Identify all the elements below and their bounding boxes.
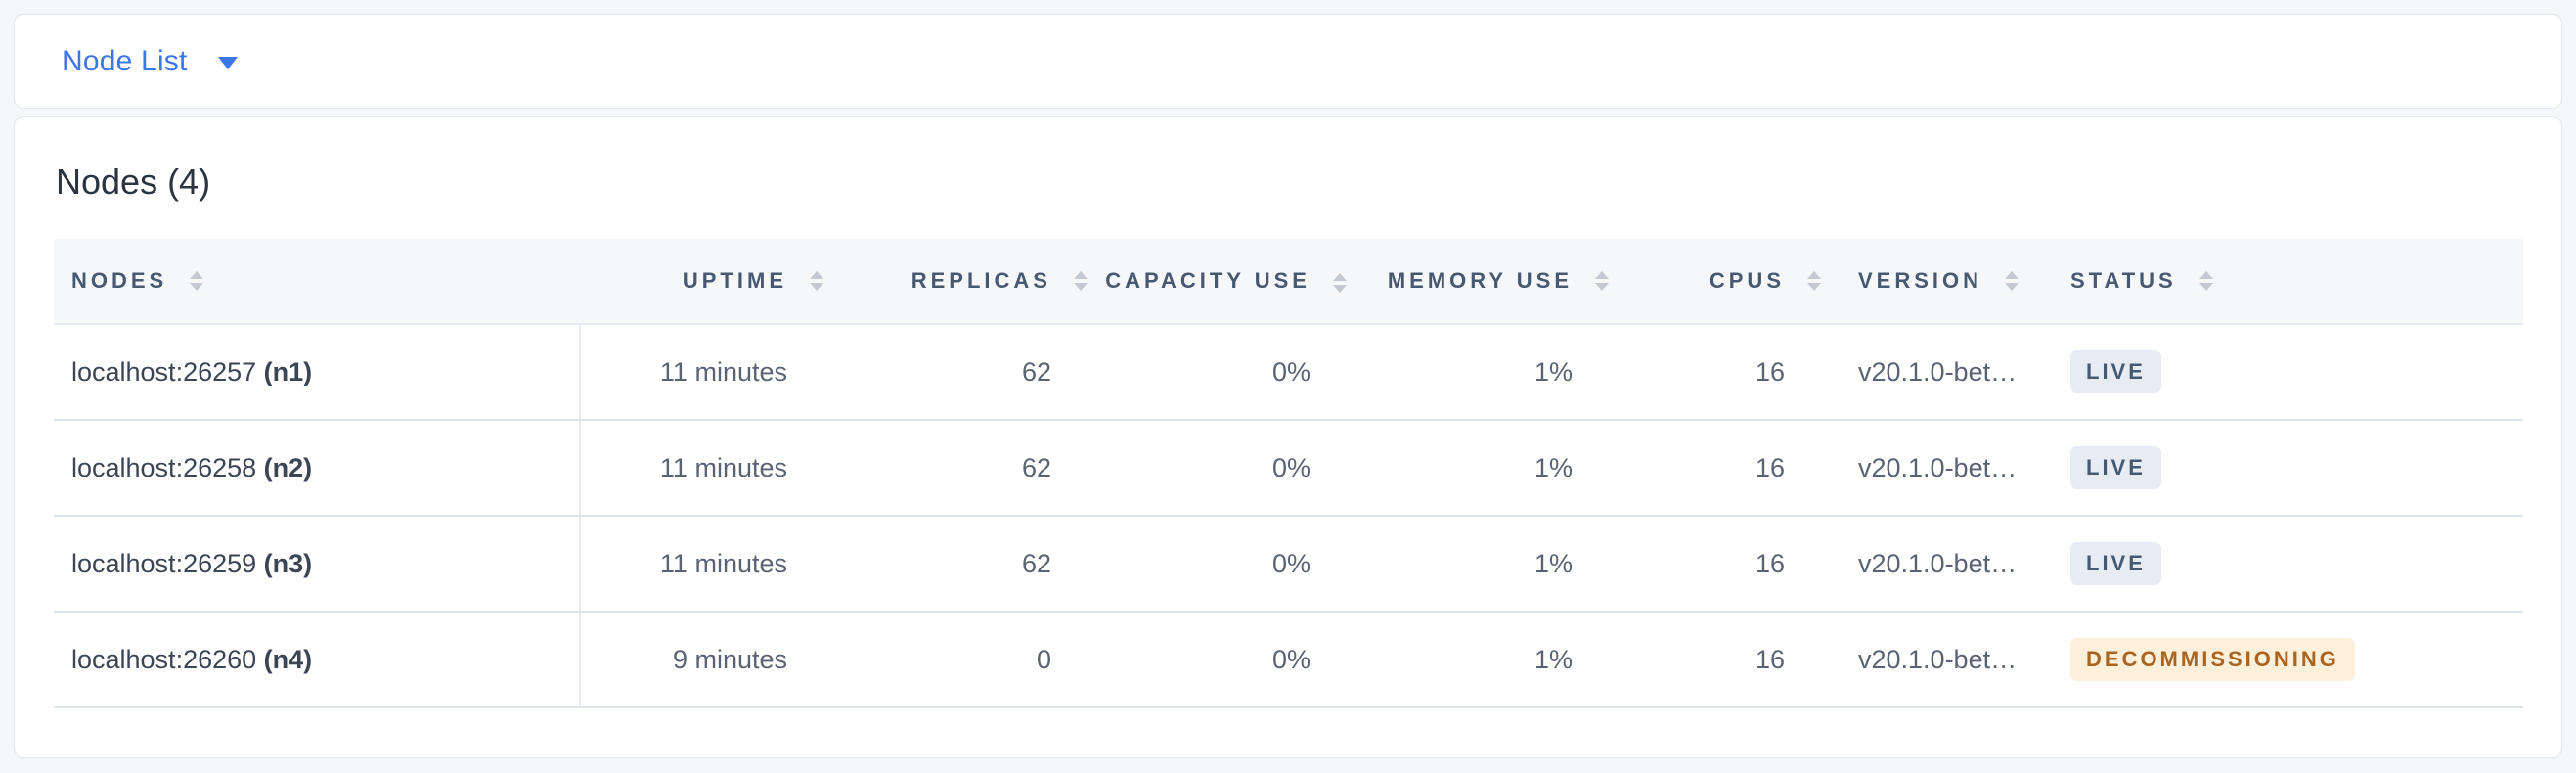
replicas-cell: 62 (824, 420, 1088, 517)
status-cell: LIVE (2032, 324, 2523, 421)
column-header-nodes[interactable]: NODES (54, 239, 580, 325)
nodes-table: NODES UPTIME REPLICAS CAPACITY USE MEMORY US… (54, 239, 2523, 708)
sort-icon (2198, 271, 2213, 291)
node-list-dropdown[interactable]: Node List (62, 45, 239, 78)
cpus-cell: 16 (1610, 612, 1822, 708)
node-id: (n3) (263, 548, 313, 578)
cpus-cell: 16 (1610, 516, 1822, 613)
memory-use-cell: 1% (1348, 516, 1610, 613)
status-cell: LIVE (2032, 420, 2523, 517)
capacity-use-cell: 0% (1088, 420, 1348, 517)
column-header-label: CPUS (1709, 268, 1785, 293)
sort-icon (1595, 271, 1609, 291)
memory-use-cell: 1% (1348, 612, 1610, 708)
status-badge: DECOMMISSIONING (2070, 638, 2355, 681)
node-address: localhost:26259 (71, 548, 257, 578)
uptime-cell: 11 minutes (580, 324, 824, 421)
column-header-label: REPLICAS (910, 268, 1051, 293)
status-badge: LIVE (2070, 350, 2161, 393)
column-header-replicas[interactable]: REPLICAS (824, 239, 1088, 325)
node-name-cell: localhost:26260 (n4) (54, 612, 581, 708)
memory-use-cell: 1% (1348, 420, 1610, 517)
table-body: localhost:26257 (n1) 11 minutes 62 0% 1% 16 v2… (54, 324, 2523, 708)
node-address: localhost:26258 (71, 452, 257, 482)
sort-icon (810, 271, 823, 291)
column-header-capacity[interactable]: CAPACITY USE (1088, 239, 1348, 325)
sort-icon (1074, 271, 1088, 291)
node-row[interactable]: localhost:26257 (n1) 11 minutes 62 0% 1% 16 v2… (54, 324, 2523, 421)
status-cell: LIVE (2032, 516, 2523, 613)
replicas-cell: 62 (824, 324, 1088, 421)
memory-use-cell: 1% (1348, 324, 1610, 421)
table-header-row: NODES UPTIME REPLICAS CAPACITY USE MEMORY US… (54, 239, 2523, 325)
chevron-down-icon (217, 57, 238, 69)
node-id: (n2) (263, 452, 313, 482)
node-row[interactable]: localhost:26259 (n3) 11 minutes 62 0% 1% 16 v2… (54, 516, 2523, 613)
node-id: (n4) (263, 644, 313, 674)
node-name-cell: localhost:26257 (n1) (54, 324, 581, 421)
view-selector-bar: Node List (14, 14, 2562, 109)
version-cell: v20.1.0-bet… (1822, 324, 2032, 421)
column-header-label: MEMORY USE (1387, 268, 1573, 293)
column-header-label: CAPACITY USE (1105, 268, 1310, 293)
sort-icon (1807, 271, 1821, 291)
version-cell: v20.1.0-bet… (1822, 420, 2032, 517)
replicas-cell: 0 (824, 612, 1088, 708)
sort-icon (1333, 273, 1347, 293)
status-badge: LIVE (2070, 446, 2161, 489)
node-address: localhost:26260 (71, 644, 257, 674)
status-cell: DECOMMISSIONING (2032, 612, 2523, 708)
sort-icon (2005, 271, 2020, 291)
column-header-label: VERSION (1858, 268, 1983, 293)
column-header-cpus[interactable]: CPUS (1610, 239, 1822, 325)
cpus-cell: 16 (1610, 420, 1822, 517)
replicas-cell: 62 (824, 516, 1088, 613)
column-header-status[interactable]: STATUS (2032, 239, 2523, 325)
column-header-label: NODES (71, 268, 168, 293)
node-row[interactable]: localhost:26258 (n2) 11 minutes 62 0% 1% 16 v2… (54, 420, 2523, 517)
node-row[interactable]: localhost:26260 (n4) 9 minutes 0 0% 1% 16 v20.… (54, 612, 2523, 708)
version-cell: v20.1.0-bet… (1822, 612, 2032, 708)
capacity-use-cell: 0% (1088, 612, 1348, 708)
node-address: localhost:26257 (71, 356, 257, 386)
uptime-cell: 11 minutes (580, 420, 824, 517)
uptime-cell: 9 minutes (580, 612, 824, 708)
column-header-label: UPTIME (682, 268, 787, 293)
uptime-cell: 11 minutes (580, 516, 824, 613)
column-header-uptime[interactable]: UPTIME (580, 239, 824, 325)
node-name-cell: localhost:26259 (n3) (54, 516, 581, 613)
column-header-version[interactable]: VERSION (1822, 239, 2032, 325)
capacity-use-cell: 0% (1088, 324, 1348, 421)
column-header-label: STATUS (2070, 268, 2177, 293)
capacity-use-cell: 0% (1088, 516, 1348, 613)
cpus-cell: 16 (1610, 324, 1822, 421)
status-badge: LIVE (2070, 542, 2161, 585)
node-id: (n1) (263, 356, 313, 386)
version-cell: v20.1.0-bet… (1822, 516, 2032, 613)
nodes-count-title: Nodes (4) (56, 161, 211, 202)
column-header-memory[interactable]: MEMORY USE (1348, 239, 1610, 325)
sort-icon (190, 271, 204, 291)
node-name-cell: localhost:26258 (n2) (54, 420, 581, 517)
node-list-dropdown-label: Node List (62, 44, 188, 77)
nodes-card: Nodes (4) NODES UPTIME REPLICAS CAPACITY US… (14, 116, 2562, 758)
